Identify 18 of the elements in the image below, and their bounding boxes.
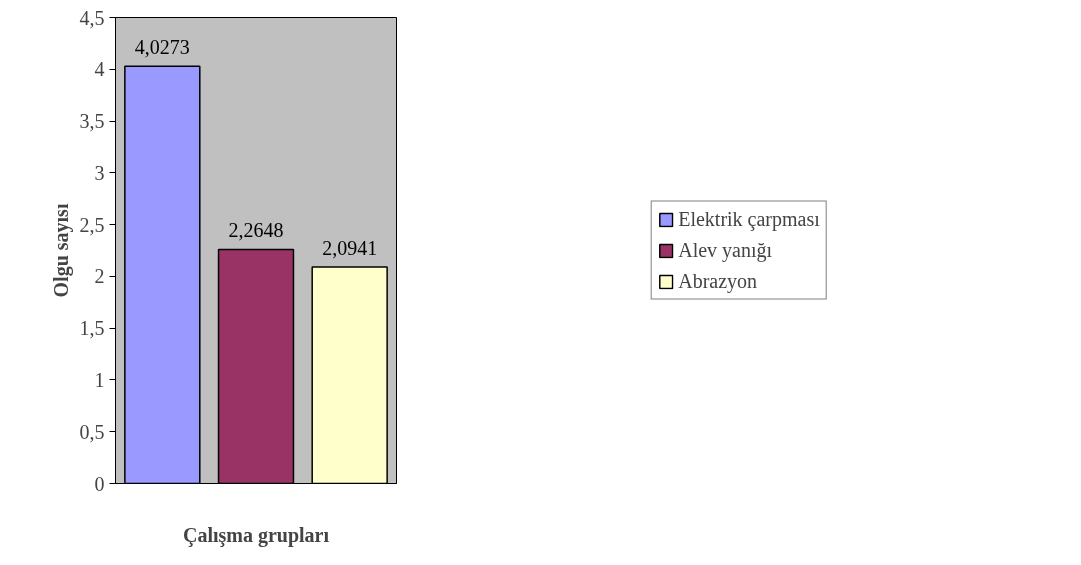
y-tick-label: 3,5 xyxy=(79,110,105,133)
y-tick-label: 2,5 xyxy=(79,213,105,236)
y-tick-label: 4 xyxy=(94,58,105,81)
data-label: 2,2648 xyxy=(228,219,284,242)
y-axis-title: Olgu sayısı xyxy=(49,203,73,298)
y-tick-label: 0,5 xyxy=(79,420,105,443)
data-label: 2,0941 xyxy=(322,237,378,260)
data-label: 4,0273 xyxy=(134,36,190,59)
y-tick-label: 1 xyxy=(94,368,105,391)
legend-label: Alev yanığı xyxy=(678,238,773,262)
y-tick-label: 2 xyxy=(94,265,105,288)
y-tick-label: 3 xyxy=(94,161,105,184)
x-axis-title: Çalışma grupları xyxy=(182,523,330,547)
legend-label: Elektrik çarpması xyxy=(678,207,820,231)
y-tick-label: 0 xyxy=(94,472,105,495)
legend-label: Abrazyon xyxy=(678,269,758,293)
y-tick-label: 1,5 xyxy=(79,317,105,340)
y-tick-label: 4,5 xyxy=(79,6,105,29)
